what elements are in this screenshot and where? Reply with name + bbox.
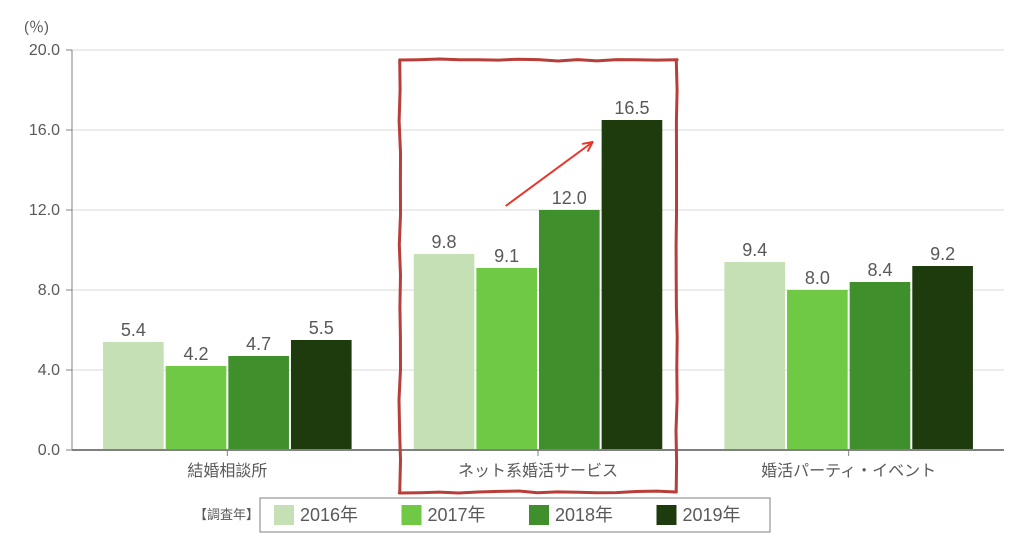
bar-value-label: 9.4 bbox=[742, 240, 767, 260]
bar bbox=[228, 356, 289, 450]
bar bbox=[291, 340, 352, 450]
bar bbox=[602, 120, 663, 450]
bar bbox=[414, 254, 475, 450]
legend-swatch bbox=[657, 505, 677, 525]
legend-title: 【調査年】 bbox=[194, 507, 259, 522]
legend-swatch bbox=[274, 505, 294, 525]
bar bbox=[476, 268, 537, 450]
bar bbox=[850, 282, 911, 450]
bar-value-label: 5.4 bbox=[121, 320, 146, 340]
y-tick-label: 0.0 bbox=[38, 442, 60, 459]
bar bbox=[724, 262, 785, 450]
bar-value-label: 4.7 bbox=[246, 334, 271, 354]
y-axis-unit: (％) bbox=[24, 19, 49, 36]
bar-value-label: 16.5 bbox=[614, 98, 649, 118]
bar-value-label: 9.2 bbox=[930, 244, 955, 264]
legend-swatch bbox=[529, 505, 549, 525]
legend-label: 2018年 bbox=[555, 505, 613, 525]
y-tick-label: 12.0 bbox=[29, 202, 60, 219]
bar-value-label: 8.0 bbox=[805, 268, 830, 288]
x-category-label: 婚活パーティ・イベント bbox=[761, 462, 936, 480]
bar-value-label: 9.1 bbox=[494, 246, 519, 266]
bar-chart: 0.0 4.0 8.0 12.0 16.0 20.0 (％) 5.4 4.2 4.7 5.5 結婚相談… bbox=[0, 0, 1024, 560]
bar-value-label: 12.0 bbox=[552, 188, 587, 208]
y-tick-label: 4.0 bbox=[38, 362, 60, 379]
bar-value-label: 8.4 bbox=[867, 260, 892, 280]
bar bbox=[166, 366, 227, 450]
legend-label: 2016年 bbox=[300, 505, 358, 525]
bar-value-label: 9.8 bbox=[432, 232, 457, 252]
x-category-label: 結婚相談所 bbox=[187, 462, 267, 480]
bar bbox=[539, 210, 600, 450]
y-tick-label: 16.0 bbox=[29, 122, 60, 139]
bar bbox=[103, 342, 164, 450]
bar-value-label: 4.2 bbox=[184, 344, 209, 364]
y-tick-label: 20.0 bbox=[29, 42, 60, 59]
x-category-label: ネット系婚活サービス bbox=[458, 462, 618, 480]
legend-swatch bbox=[402, 505, 422, 525]
bar-value-label: 5.5 bbox=[309, 318, 334, 338]
legend-label: 2019年 bbox=[683, 505, 741, 525]
bar bbox=[912, 266, 973, 450]
y-tick-label: 8.0 bbox=[38, 282, 60, 299]
legend-label: 2017年 bbox=[428, 505, 486, 525]
bar bbox=[787, 290, 848, 450]
